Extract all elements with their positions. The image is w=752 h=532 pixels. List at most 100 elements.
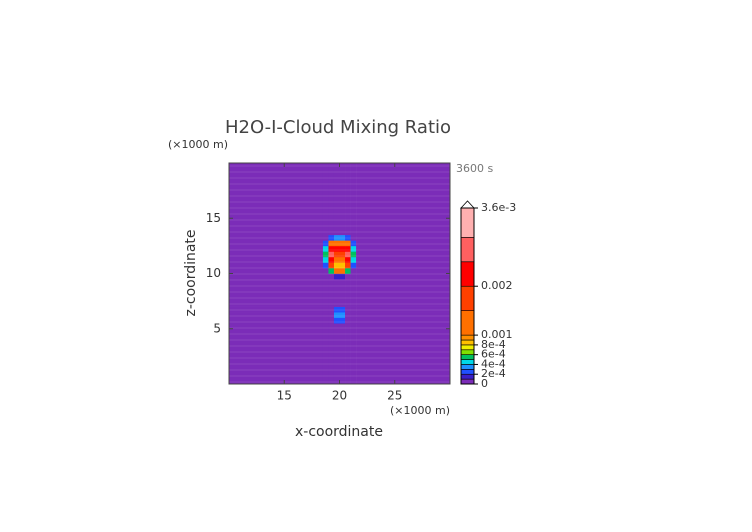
colorbar-tick-label: 3.6e-3 — [481, 201, 516, 214]
heat-cell — [339, 256, 346, 263]
heat-cell — [333, 323, 340, 385]
heat-cell — [322, 317, 329, 324]
x-tick-label: 15 — [277, 389, 292, 403]
heat-cell — [328, 245, 335, 252]
colorbar-tick-label: 0.002 — [481, 279, 513, 292]
heat-cell — [339, 317, 346, 324]
heat-cell — [328, 267, 335, 274]
heat-cell — [229, 279, 324, 307]
heat-cell — [322, 245, 329, 252]
heat-cell — [339, 312, 346, 318]
y-axis-label: z-coordinate — [183, 229, 199, 316]
x-tick-label: 20 — [332, 389, 347, 403]
heat-cell — [333, 234, 340, 241]
x-tick-label: 25 — [387, 389, 402, 403]
colorbar-tick-label: 2e-4 — [481, 367, 506, 380]
heat-cell — [322, 256, 329, 263]
chart-title: H2O-I-Cloud Mixing Ratio — [225, 117, 451, 138]
heat-cell — [229, 317, 324, 324]
heat-cell — [229, 163, 324, 236]
heat-cell — [350, 279, 357, 307]
heat-cell — [322, 234, 329, 241]
heat-cell — [345, 251, 351, 258]
heat-cell — [339, 306, 346, 313]
colorbar-segment — [460, 369, 475, 375]
heat-cell — [339, 234, 346, 241]
heat-cell — [328, 163, 335, 236]
heat-cell — [356, 240, 451, 247]
heat-cell — [328, 273, 335, 280]
colorbar-extend — [460, 200, 475, 209]
colorbar-tick-label: 4e-4 — [481, 357, 506, 370]
heat-cell — [339, 273, 346, 280]
colorbar-segment — [460, 237, 475, 263]
heat-cell — [322, 323, 329, 385]
heat-cell — [345, 267, 351, 274]
heat-cell — [333, 262, 340, 269]
heat-cell — [350, 245, 357, 252]
heat-cell — [350, 267, 357, 274]
heat-cell — [356, 262, 451, 269]
heat-cell — [229, 240, 324, 247]
heat-cell — [229, 312, 324, 318]
heat-cell — [345, 312, 351, 318]
heat-cell — [350, 240, 357, 247]
heat-cell — [350, 306, 357, 313]
heat-cell — [356, 306, 451, 313]
heat-cell — [345, 317, 351, 324]
colorbar-segment — [460, 339, 475, 346]
colorbar-segment — [460, 359, 475, 365]
colorbar-segment — [460, 310, 475, 336]
heat-cell — [322, 163, 329, 236]
heat-cell — [229, 273, 324, 280]
heat-cell — [333, 312, 340, 318]
heat-cell — [229, 267, 324, 274]
heat-cell — [328, 251, 335, 258]
colorbar-tick-label: 6e-4 — [481, 348, 506, 361]
heat-cell — [345, 273, 351, 280]
heat-cell — [356, 256, 451, 263]
colorbar-segment — [460, 378, 475, 385]
heat-cell — [356, 251, 451, 258]
colorbar-segment — [460, 207, 475, 238]
colorbar-segment — [460, 373, 475, 380]
heat-cell — [350, 262, 357, 269]
heat-cell — [328, 317, 335, 324]
heat-cell — [229, 234, 324, 241]
heat-cell — [339, 251, 346, 258]
colorbar-segment — [460, 344, 475, 351]
heat-cell — [356, 323, 451, 385]
heat-cell — [356, 273, 451, 280]
heat-cell — [333, 240, 340, 247]
heat-cell — [350, 163, 357, 236]
heat-cell — [328, 312, 335, 318]
colorbar-frame — [460, 207, 475, 385]
heat-cell — [333, 251, 340, 258]
colorbar-segment — [460, 364, 475, 370]
colorbar-tick-label: 0.001 — [481, 328, 513, 341]
heat-cell — [345, 234, 351, 241]
colorbar-segment — [460, 349, 475, 355]
colorbar-segment — [460, 285, 475, 311]
heat-cell — [328, 279, 335, 307]
heat-cell — [345, 279, 351, 307]
heat-cell — [229, 251, 324, 258]
heat-cell — [322, 240, 329, 247]
heat-cell — [322, 273, 329, 280]
heat-cell — [322, 251, 329, 258]
heat-cell — [339, 240, 346, 247]
heat-cell — [322, 262, 329, 269]
heat-cell — [339, 245, 346, 252]
heat-cell — [229, 323, 324, 385]
heat-cell — [333, 306, 340, 313]
y-unit: (×1000 m) — [168, 138, 228, 151]
colorbar-segment — [460, 261, 475, 287]
heat-cell — [333, 245, 340, 252]
heat-cell — [350, 273, 357, 280]
heat-cell — [356, 234, 451, 241]
heat-cell — [339, 262, 346, 269]
heat-cell — [345, 256, 351, 263]
heat-cell — [229, 306, 324, 313]
heat-cell — [328, 256, 335, 263]
